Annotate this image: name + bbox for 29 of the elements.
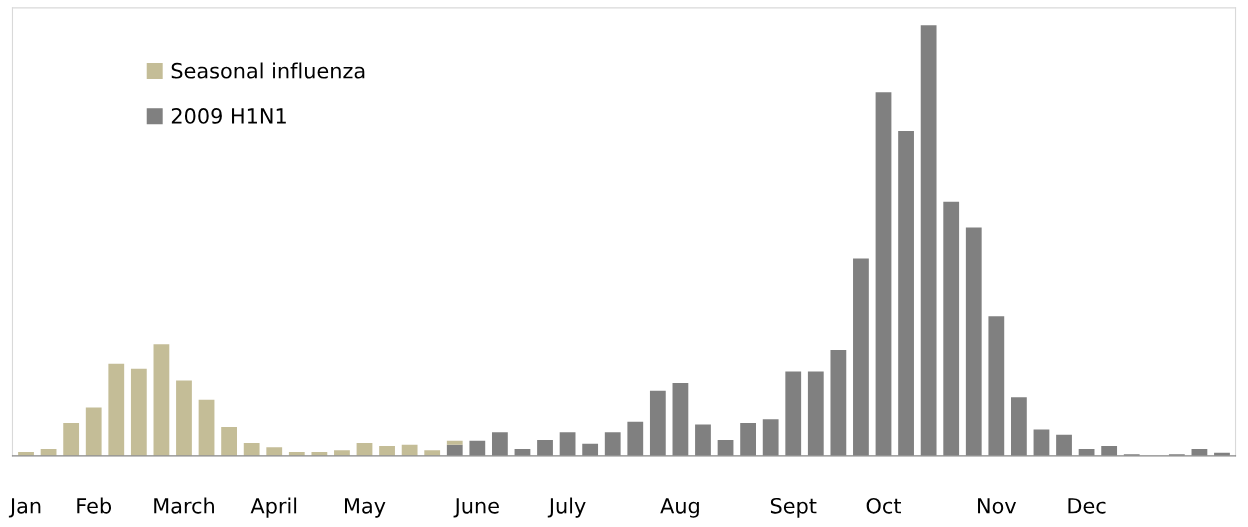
x-tick-label: Aug xyxy=(660,498,699,518)
bar xyxy=(153,344,170,456)
bar xyxy=(446,440,463,445)
x-tick-label: Feb xyxy=(77,497,112,514)
legend-label: 2009 H1N1 xyxy=(171,108,286,124)
x-tick-label: March xyxy=(154,497,214,514)
x-tick-label: Jan xyxy=(8,498,41,518)
bar xyxy=(379,445,395,456)
bar xyxy=(108,363,125,456)
bar xyxy=(130,368,147,456)
bar xyxy=(243,442,260,456)
bar xyxy=(176,380,192,456)
bar xyxy=(266,447,283,456)
x-tick-label: April xyxy=(250,497,297,518)
bar xyxy=(63,423,80,456)
bar xyxy=(424,450,441,456)
bar xyxy=(221,427,237,456)
x-tick-label: Oct xyxy=(866,497,902,514)
x-tick-label: Nov xyxy=(978,498,1017,514)
bar xyxy=(401,444,418,456)
x-tick-label: Dec xyxy=(1068,498,1106,514)
x-tick-label: Sept xyxy=(770,497,817,518)
bar xyxy=(334,450,350,456)
x-tick-label: July xyxy=(547,497,586,518)
bar xyxy=(198,399,215,456)
x-tick-label: May xyxy=(345,498,386,518)
bar xyxy=(85,407,102,456)
x-tick-label: June xyxy=(453,498,499,518)
legend-label: Seasonal influenza xyxy=(171,62,365,79)
